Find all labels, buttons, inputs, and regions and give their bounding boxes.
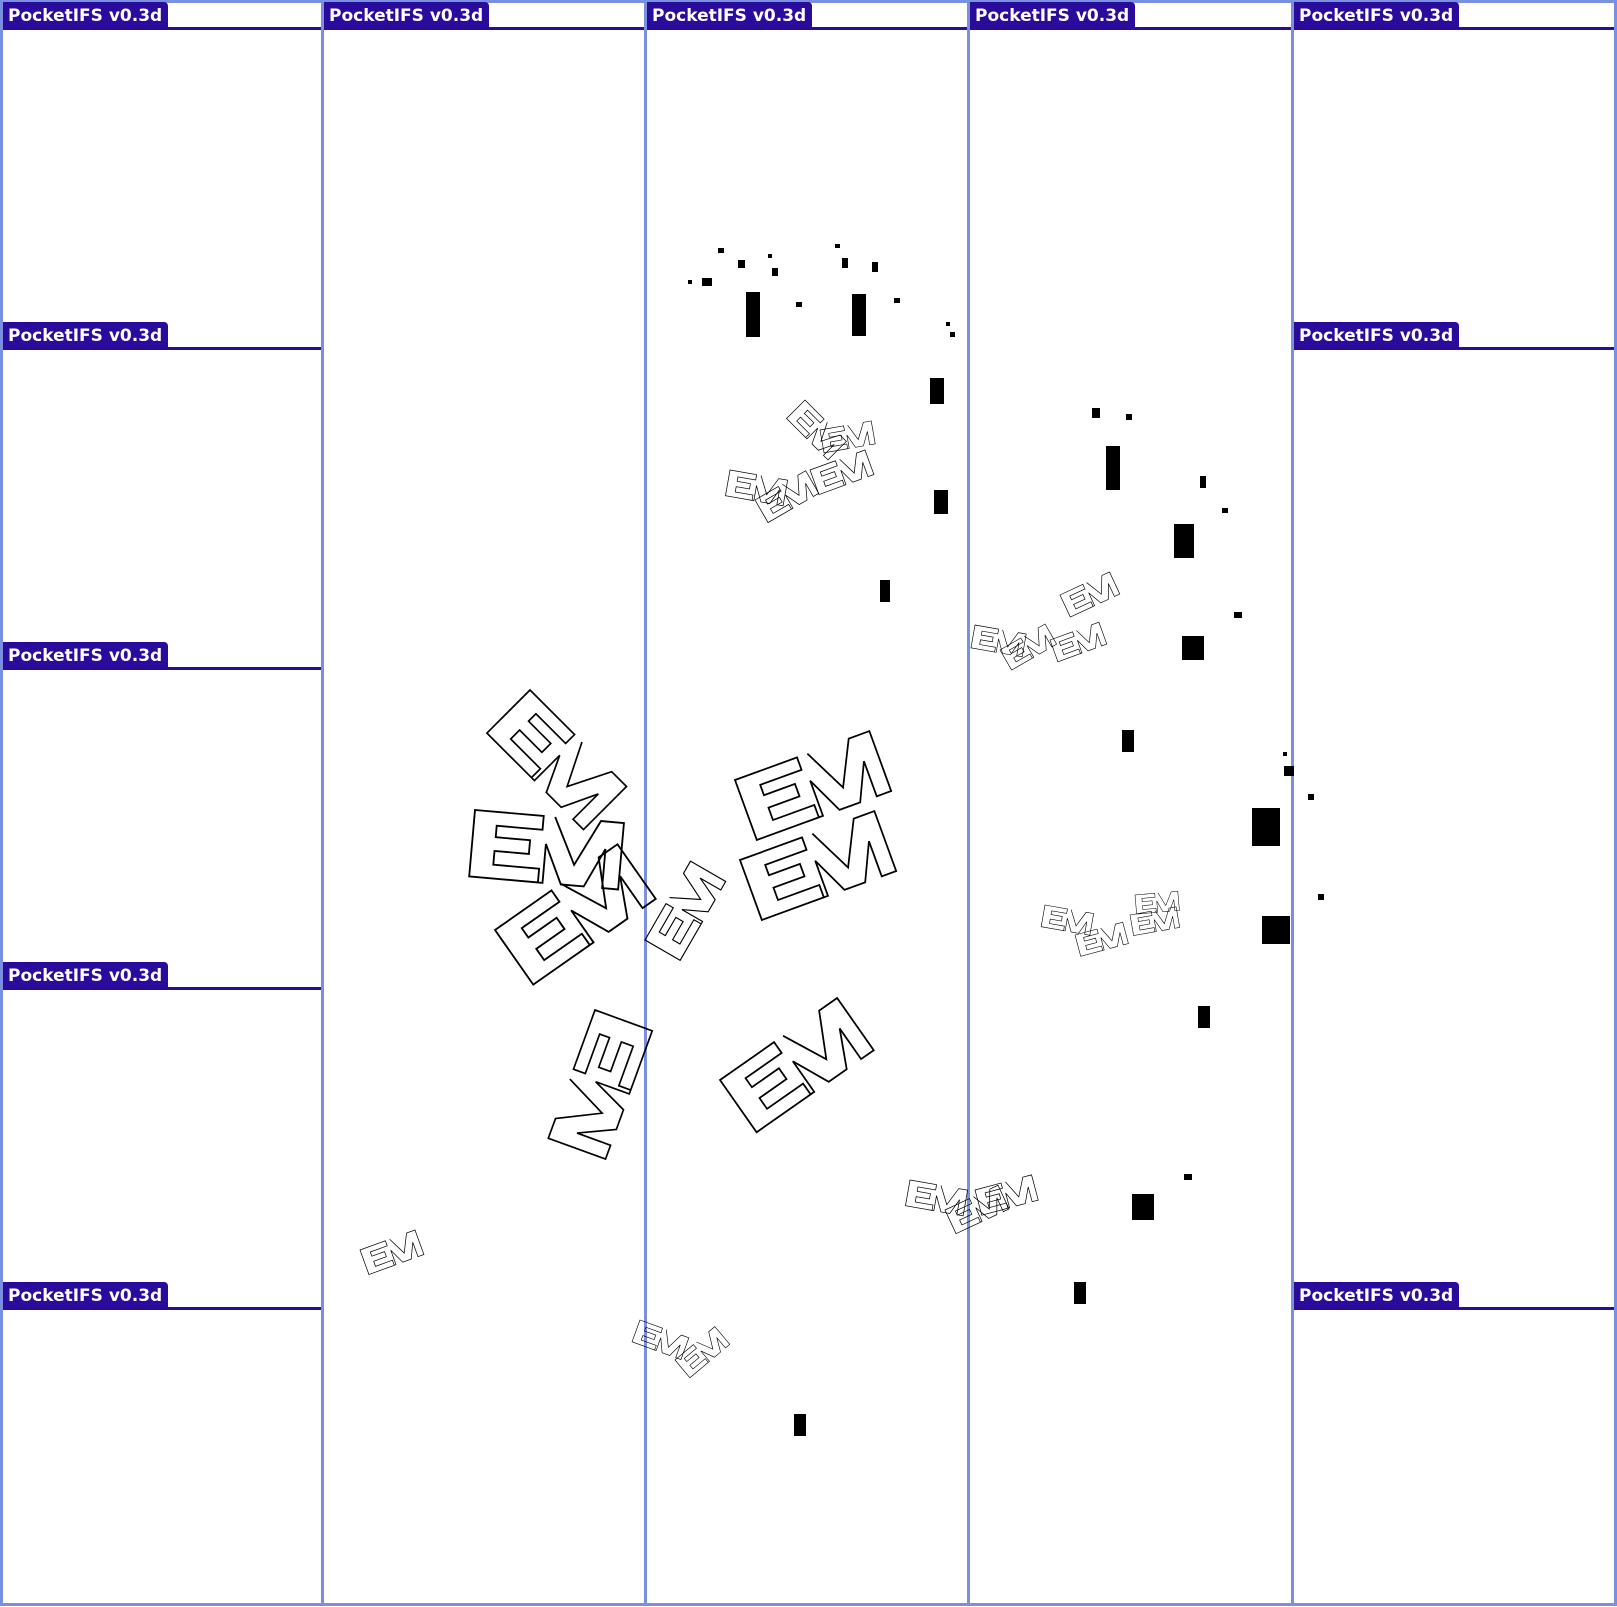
window-title-3[interactable]: PocketIFS v0.3d: [647, 2, 813, 30]
titlebar-window-5: PocketIFS v0.3d: [1294, 0, 1614, 30]
titlebar-window-7: PocketIFS v0.3d: [1294, 320, 1614, 350]
window-title-5[interactable]: PocketIFS v0.3d: [1294, 2, 1460, 30]
window-column-5: [1291, 0, 1617, 1604]
titlebar-window-1: PocketIFS v0.3d: [3, 0, 321, 30]
window-title-9[interactable]: PocketIFS v0.3d: [3, 962, 169, 990]
fractal-medium-cluster-3: [1040, 890, 1181, 957]
titlebar-window-8: PocketIFS v0.3d: [3, 640, 321, 670]
window-title-11[interactable]: PocketIFS v0.3d: [1294, 1282, 1460, 1310]
titlebar-window-11: PocketIFS v0.3d: [1294, 1280, 1614, 1310]
top-frame-edge: [0, 0, 1617, 3]
window-title-7[interactable]: PocketIFS v0.3d: [1294, 322, 1460, 350]
window-title-6[interactable]: PocketIFS v0.3d: [3, 322, 169, 350]
fractal-medium-cluster-4: [905, 1174, 1039, 1235]
fractal-large-cluster: [468, 689, 898, 1160]
window-title-10[interactable]: PocketIFS v0.3d: [3, 1282, 169, 1310]
window-column-4: [967, 0, 1294, 1604]
titlebar-window-4: PocketIFS v0.3d: [970, 0, 1291, 30]
titlebar-window-6: PocketIFS v0.3d: [3, 320, 321, 350]
fractal-dust: [688, 244, 1324, 1436]
bottom-frame-edge: [0, 1603, 1617, 1606]
window-title-4[interactable]: PocketIFS v0.3d: [970, 2, 1136, 30]
titlebar-window-9: PocketIFS v0.3d: [3, 960, 321, 990]
fractal-small-cluster-1: [359, 1229, 425, 1275]
fractal-medium-cluster-2: [970, 571, 1121, 671]
fractal-medium-cluster-1: [725, 399, 876, 523]
titlebar-window-10: PocketIFS v0.3d: [3, 1280, 321, 1310]
titlebar-window-2: PocketIFS v0.3d: [324, 0, 644, 30]
titlebar-window-3: PocketIFS v0.3d: [647, 0, 967, 30]
window-title-8[interactable]: PocketIFS v0.3d: [3, 642, 169, 670]
window-column-2: [321, 0, 647, 1604]
window-column-3: [644, 0, 970, 1604]
fractal-small-cluster-2: [631, 1319, 731, 1379]
window-title-1[interactable]: PocketIFS v0.3d: [3, 2, 169, 30]
window-column-1: [0, 0, 324, 1604]
window-title-2[interactable]: PocketIFS v0.3d: [324, 2, 490, 30]
